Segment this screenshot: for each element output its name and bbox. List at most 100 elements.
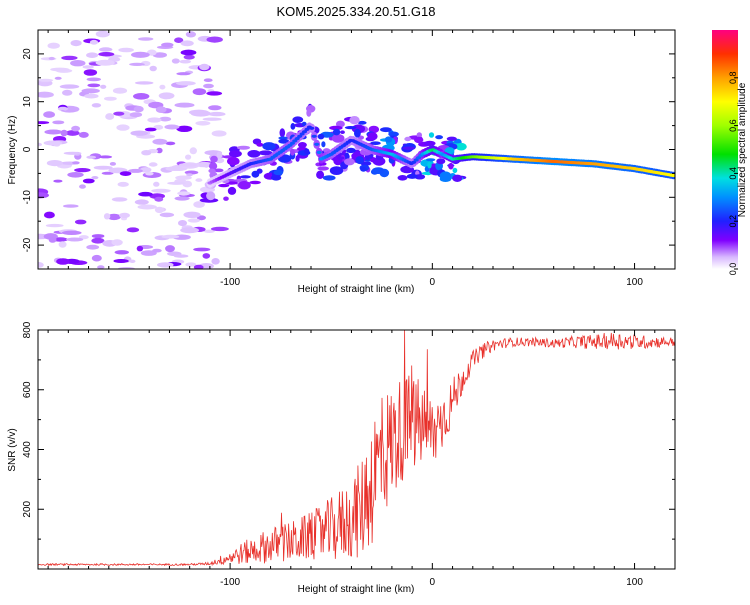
spectrum-noise-blob: [118, 47, 134, 53]
spectrum-signal-blob: [435, 135, 443, 140]
spectrum-noise-blob: [152, 248, 162, 253]
spectrum-noise-blob: [211, 258, 220, 265]
spectrum-noise-blob: [174, 102, 195, 108]
spectrum-noise-blob: [60, 129, 68, 137]
spectrum-noise-blob: [52, 120, 65, 125]
spectrum-noise-blob: [165, 141, 176, 146]
spectrum-noise-blob: [93, 165, 113, 170]
spectrum-ridge-point: [304, 127, 310, 131]
spectrum-noise-blob: [83, 69, 98, 76]
spectrum-noise-blob: [87, 83, 101, 88]
spectrum-noise-blob: [154, 196, 164, 202]
spectrum-signal-blob: [360, 167, 367, 172]
spectrum-noise-blob: [193, 264, 204, 269]
spectrum-noise-blob: [47, 42, 60, 49]
spectrum-noise-blob: [176, 81, 196, 86]
spectrum-signal-blob: [251, 170, 260, 178]
spectrum-signal-blob: [227, 157, 240, 166]
snr-marks: [38, 330, 675, 567]
spectrum-noise-blob: [154, 206, 165, 214]
spectrum-noise-blob: [61, 89, 73, 96]
colorbar-label: Normalized spectral amplitude: [737, 82, 748, 217]
spectrum-noise-blob: [134, 199, 149, 205]
snr-y-label: SNR (v/v): [7, 428, 18, 471]
spectrum-signal-blob: [344, 158, 355, 166]
colorbar-tick-label: 0.8: [728, 72, 738, 85]
spectrum-noise-blob: [164, 124, 180, 130]
spectrum-noise-blob: [182, 180, 193, 188]
spectrum-noise-blob: [57, 106, 69, 111]
colorbar-tick-label: 0.0: [728, 263, 738, 276]
spectrum-noise-blob: [189, 147, 197, 155]
spectrum-signal-blob: [448, 162, 454, 170]
spectrum-noise-blob: [58, 241, 67, 248]
spectrum-noise-blob: [128, 168, 143, 173]
spectrum-noise-blob: [100, 84, 107, 89]
spectrum-signal-blob: [446, 136, 457, 141]
spectrum-noise-blob: [185, 154, 192, 160]
spectrum-noise-blob: [111, 239, 123, 246]
spectrum-signal-blob: [388, 131, 399, 137]
spectrum-noise-blob: [117, 181, 129, 187]
spectrum-noise-blob: [113, 259, 129, 263]
spectrum-noise-blob: [129, 62, 145, 66]
spectrum-noise-blob: [61, 230, 82, 235]
spectrum-noise-blob: [203, 83, 214, 89]
spectrum-noise-blob: [134, 81, 154, 85]
spectrum-ridge-point: [670, 173, 675, 178]
spectrum-noise-blob: [199, 63, 210, 71]
spectrum-noise-blob: [38, 91, 54, 98]
spectrum-signal-blob: [402, 146, 415, 150]
spectrum-signal-blob: [321, 141, 326, 148]
spectrogram-y-tick-label: -10: [22, 190, 33, 205]
spectrum-ridge-point: [411, 160, 417, 164]
spectrum-noise-blob: [91, 254, 102, 262]
spectrum-noise-blob: [130, 130, 148, 136]
spectrum-noise-blob: [157, 262, 174, 268]
spectrum-noise-blob: [193, 247, 211, 252]
spectrum-noise-blob: [43, 140, 63, 146]
spectrum-signal-blob: [439, 171, 452, 181]
spectrum-noise-blob: [48, 237, 57, 243]
spectrum-noise-blob: [43, 111, 55, 118]
spectrum-ridge-point: [314, 142, 320, 146]
snr-y-tick-label: 200: [22, 500, 33, 517]
spectrum-noise-blob: [208, 111, 226, 117]
spectrum-noise-blob: [38, 142, 42, 147]
spectrum-ridge-point: [289, 141, 295, 145]
spectrum-noise-blob: [159, 212, 175, 218]
spectrum-signal-blob: [278, 136, 288, 140]
spectrum-signal-blob: [297, 142, 307, 148]
spectrum-noise-blob: [105, 113, 115, 120]
spectrum-noise-blob: [152, 138, 168, 145]
spectrum-noise-blob: [202, 253, 211, 259]
spectrum-noise-blob: [45, 223, 64, 228]
spectrum-noise-blob: [176, 125, 193, 132]
snr-x-ticks: -100 0 100: [47, 330, 676, 588]
spectrum-noise-blob: [171, 58, 180, 64]
spectrum-signal-blob: [424, 140, 436, 146]
spectrum-ridge-point: [299, 132, 305, 136]
spectrum-noise-blob: [158, 92, 175, 100]
spectrum-signal-blob: [317, 166, 330, 171]
spectrum-noise-blob: [175, 175, 192, 180]
spectrum-noise-blob: [67, 172, 84, 178]
spectrum-signal-blob: [208, 168, 216, 174]
spectrum-ridge-point: [316, 150, 322, 154]
spectrum-noise-blob: [193, 201, 205, 208]
spectrum-signal-blob: [322, 175, 336, 181]
spectrogram-x-tick-label: 100: [626, 277, 643, 288]
spectrum-noise-blob: [98, 155, 113, 159]
spectrum-noise-blob: [138, 191, 153, 197]
spectrum-noise-blob: [43, 211, 55, 219]
spectrum-signal-blob: [368, 125, 380, 134]
spectrum-signal-blob: [354, 128, 361, 138]
spectrum-signal-blob: [279, 128, 286, 138]
spectrum-noise-blob: [190, 110, 211, 117]
snr-series-line: [38, 330, 675, 567]
spectrum-signal-blob: [332, 128, 341, 136]
spectrum-signal-blob: [344, 126, 357, 130]
spectrum-noise-blob: [91, 103, 102, 108]
spectrum-signal-blob: [436, 158, 446, 165]
